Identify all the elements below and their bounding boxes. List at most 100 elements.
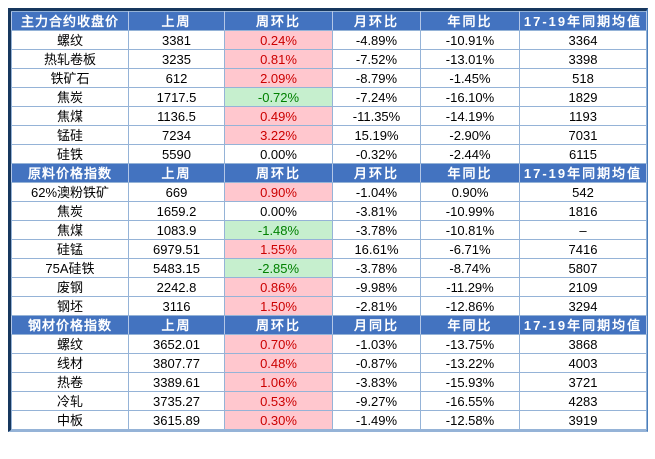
column-header: 周环比 <box>224 315 333 335</box>
avg-cell: 3364 <box>519 30 647 50</box>
avg-cell: 518 <box>519 68 647 88</box>
table-row: 热卷 3389.61 1.06% -3.83% -15.93% 3721 <box>11 372 647 392</box>
table-row: 热轧卷板 3235 0.81% -7.52% -13.01% 3398 <box>11 49 647 69</box>
last-week-cell: 5483.15 <box>128 258 225 278</box>
avg-cell: 7416 <box>519 239 647 259</box>
mom-cell: 16.61% <box>332 239 421 259</box>
mom-cell: -8.79% <box>332 68 421 88</box>
column-header: 原料价格指数 <box>11 163 129 183</box>
row-label: 中板 <box>11 410 129 430</box>
table-row: 螺纹 3381 0.24% -4.89% -10.91% 3364 <box>11 30 647 50</box>
table-row: 焦煤 1136.5 0.49% -11.35% -14.19% 1193 <box>11 106 647 126</box>
wow-cell: -2.85% <box>224 258 333 278</box>
last-week-cell: 3116 <box>128 296 225 316</box>
row-label: 冷轧 <box>11 391 129 411</box>
table-row: 75A硅铁 5483.15 -2.85% -3.78% -8.74% 5807 <box>11 258 647 278</box>
table-row: 62%澳粉铁矿 669 0.90% -1.04% 0.90% 542 <box>11 182 647 202</box>
wow-cell: 0.49% <box>224 106 333 126</box>
table-row: 线材 3807.77 0.48% -0.87% -13.22% 4003 <box>11 353 647 373</box>
row-label: 硅锰 <box>11 239 129 259</box>
table-row: 焦煤 1083.9 -1.48% -3.78% -10.81% – <box>11 220 647 240</box>
yoy-cell: -2.44% <box>420 144 520 164</box>
avg-cell: 1829 <box>519 87 647 107</box>
wow-cell: -1.48% <box>224 220 333 240</box>
mom-cell: -9.98% <box>332 277 421 297</box>
mom-cell: -3.78% <box>332 258 421 278</box>
last-week-cell: 3652.01 <box>128 334 225 354</box>
row-label: 热轧卷板 <box>11 49 129 69</box>
wow-cell: 2.09% <box>224 68 333 88</box>
row-label: 硅铁 <box>11 144 129 164</box>
yoy-cell: -14.19% <box>420 106 520 126</box>
table-row: 焦炭 1717.5 -0.72% -7.24% -16.10% 1829 <box>11 87 647 107</box>
table-row: 中板 3615.89 0.30% -1.49% -12.58% 3919 <box>11 410 647 430</box>
avg-cell: 7031 <box>519 125 647 145</box>
row-label: 焦煤 <box>11 106 129 126</box>
table-row: 铁矿石 612 2.09% -8.79% -1.45% 518 <box>11 68 647 88</box>
avg-cell: 3868 <box>519 334 647 354</box>
last-week-cell: 1083.9 <box>128 220 225 240</box>
column-header: 上周 <box>128 163 225 183</box>
column-header: 年同比 <box>420 163 520 183</box>
row-label: 焦炭 <box>11 87 129 107</box>
wow-cell: 0.00% <box>224 144 333 164</box>
last-week-cell: 1717.5 <box>128 87 225 107</box>
wow-cell: 0.90% <box>224 182 333 202</box>
last-week-cell: 5590 <box>128 144 225 164</box>
yoy-cell: 0.90% <box>420 182 520 202</box>
section-header-row: 原料价格指数 上周 周环比 月环比 年同比 17-19年同期均值 <box>11 163 647 183</box>
table-body: 主力合约收盘价 上周 周环比 月环比 年同比 17-19年同期均值 螺纹 3381 0.24% -… <box>11 11 647 430</box>
column-header: 17-19年同期均值 <box>519 11 647 31</box>
column-header: 周环比 <box>224 11 333 31</box>
wow-cell: 0.70% <box>224 334 333 354</box>
column-header: 上周 <box>128 315 225 335</box>
yoy-cell: -10.99% <box>420 201 520 221</box>
last-week-cell: 6979.51 <box>128 239 225 259</box>
avg-cell: 3721 <box>519 372 647 392</box>
yoy-cell: -8.74% <box>420 258 520 278</box>
wow-cell: 0.53% <box>224 391 333 411</box>
avg-cell: 542 <box>519 182 647 202</box>
last-week-cell: 3389.61 <box>128 372 225 392</box>
table-row: 螺纹 3652.01 0.70% -1.03% -13.75% 3868 <box>11 334 647 354</box>
yoy-cell: -1.45% <box>420 68 520 88</box>
yoy-cell: -12.58% <box>420 410 520 430</box>
row-label: 钢坯 <box>11 296 129 316</box>
mom-cell: -1.04% <box>332 182 421 202</box>
row-label: 线材 <box>11 353 129 373</box>
section-header-row: 钢材价格指数 上周 周环比 月同比 年同比 17-19年同期均值 <box>11 315 647 335</box>
column-header: 钢材价格指数 <box>11 315 129 335</box>
column-header: 周环比 <box>224 163 333 183</box>
yoy-cell: -13.22% <box>420 353 520 373</box>
row-label: 焦炭 <box>11 201 129 221</box>
last-week-cell: 3807.77 <box>128 353 225 373</box>
avg-cell: 3919 <box>519 410 647 430</box>
avg-cell: 3398 <box>519 49 647 69</box>
row-label: 焦煤 <box>11 220 129 240</box>
avg-cell: 4283 <box>519 391 647 411</box>
avg-cell: 3294 <box>519 296 647 316</box>
table-row: 废钢 2242.8 0.86% -9.98% -11.29% 2109 <box>11 277 647 297</box>
section-header-row: 主力合约收盘价 上周 周环比 月环比 年同比 17-19年同期均值 <box>11 11 647 31</box>
yoy-cell: -16.55% <box>420 391 520 411</box>
commodity-price-table: 主力合约收盘价 上周 周环比 月环比 年同比 17-19年同期均值 螺纹 3381 0.24% -… <box>11 11 647 430</box>
mom-cell: -2.81% <box>332 296 421 316</box>
wow-cell: 0.00% <box>224 201 333 221</box>
row-label: 热卷 <box>11 372 129 392</box>
wow-cell: 0.30% <box>224 410 333 430</box>
yoy-cell: -16.10% <box>420 87 520 107</box>
column-header: 上周 <box>128 11 225 31</box>
avg-cell: 1816 <box>519 201 647 221</box>
mom-cell: -7.24% <box>332 87 421 107</box>
avg-cell: 1193 <box>519 106 647 126</box>
avg-cell: 2109 <box>519 277 647 297</box>
mom-cell: -7.52% <box>332 49 421 69</box>
mom-cell: -4.89% <box>332 30 421 50</box>
avg-cell: – <box>519 220 647 240</box>
last-week-cell: 3735.27 <box>128 391 225 411</box>
table-row: 焦炭 1659.2 0.00% -3.81% -10.99% 1816 <box>11 201 647 221</box>
mom-cell: -11.35% <box>332 106 421 126</box>
yoy-cell: -13.75% <box>420 334 520 354</box>
avg-cell: 6115 <box>519 144 647 164</box>
last-week-cell: 7234 <box>128 125 225 145</box>
